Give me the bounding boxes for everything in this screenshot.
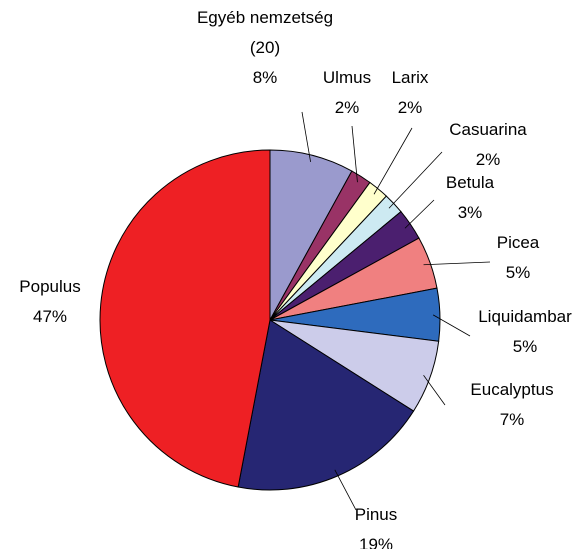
leader-line bbox=[301, 111, 311, 162]
value-label: 2% bbox=[397, 98, 423, 117]
slice-label: Larix 2% bbox=[330, 63, 490, 123]
slice-label: Populus 47% bbox=[0, 272, 130, 332]
slice-label: Ulmus 2% bbox=[267, 63, 427, 123]
slice-label: Egyéb nemzetség (20) 8% bbox=[195, 3, 335, 93]
value-label: 2% bbox=[475, 150, 501, 169]
value-label: 47% bbox=[32, 307, 68, 326]
category-label: Eucalyptus bbox=[470, 380, 554, 399]
leader-line bbox=[423, 261, 491, 266]
leader-line bbox=[423, 375, 446, 406]
slice-label: Eucalyptus 7% bbox=[432, 375, 584, 435]
leader-line bbox=[334, 469, 357, 511]
category-label: Larix bbox=[391, 68, 429, 87]
leader-line bbox=[388, 151, 443, 209]
category-label: Picea bbox=[496, 233, 540, 252]
category-label: Liquidambar bbox=[478, 307, 572, 326]
category-label: Egyéb nemzetség (20) bbox=[196, 8, 334, 57]
category-label: Ulmus bbox=[322, 68, 372, 87]
value-label: 5% bbox=[512, 337, 538, 356]
leader-line bbox=[432, 314, 471, 337]
category-label: Casuarina bbox=[449, 120, 527, 139]
leader-line bbox=[351, 125, 358, 183]
slice-label: Betula 3% bbox=[390, 168, 550, 228]
value-label: 5% bbox=[505, 263, 531, 282]
leader-line bbox=[373, 127, 413, 195]
category-label: Betula bbox=[445, 173, 495, 192]
slice-label: Pinus 19% bbox=[296, 500, 456, 549]
category-label: Pinus bbox=[354, 505, 398, 524]
slice-label: Picea 5% bbox=[438, 228, 584, 288]
slice-label: Casuarina 2% bbox=[408, 115, 568, 175]
value-label: 19% bbox=[358, 535, 394, 549]
slice-label: Liquidambar 5% bbox=[445, 302, 584, 362]
value-label: 8% bbox=[252, 68, 278, 87]
leader-line bbox=[404, 199, 435, 229]
value-label: 3% bbox=[457, 203, 483, 222]
value-label: 2% bbox=[334, 98, 360, 117]
pie-slice bbox=[99, 149, 271, 488]
category-label: Populus bbox=[19, 277, 81, 296]
pie-slice bbox=[237, 319, 415, 491]
value-label: 7% bbox=[499, 410, 525, 429]
